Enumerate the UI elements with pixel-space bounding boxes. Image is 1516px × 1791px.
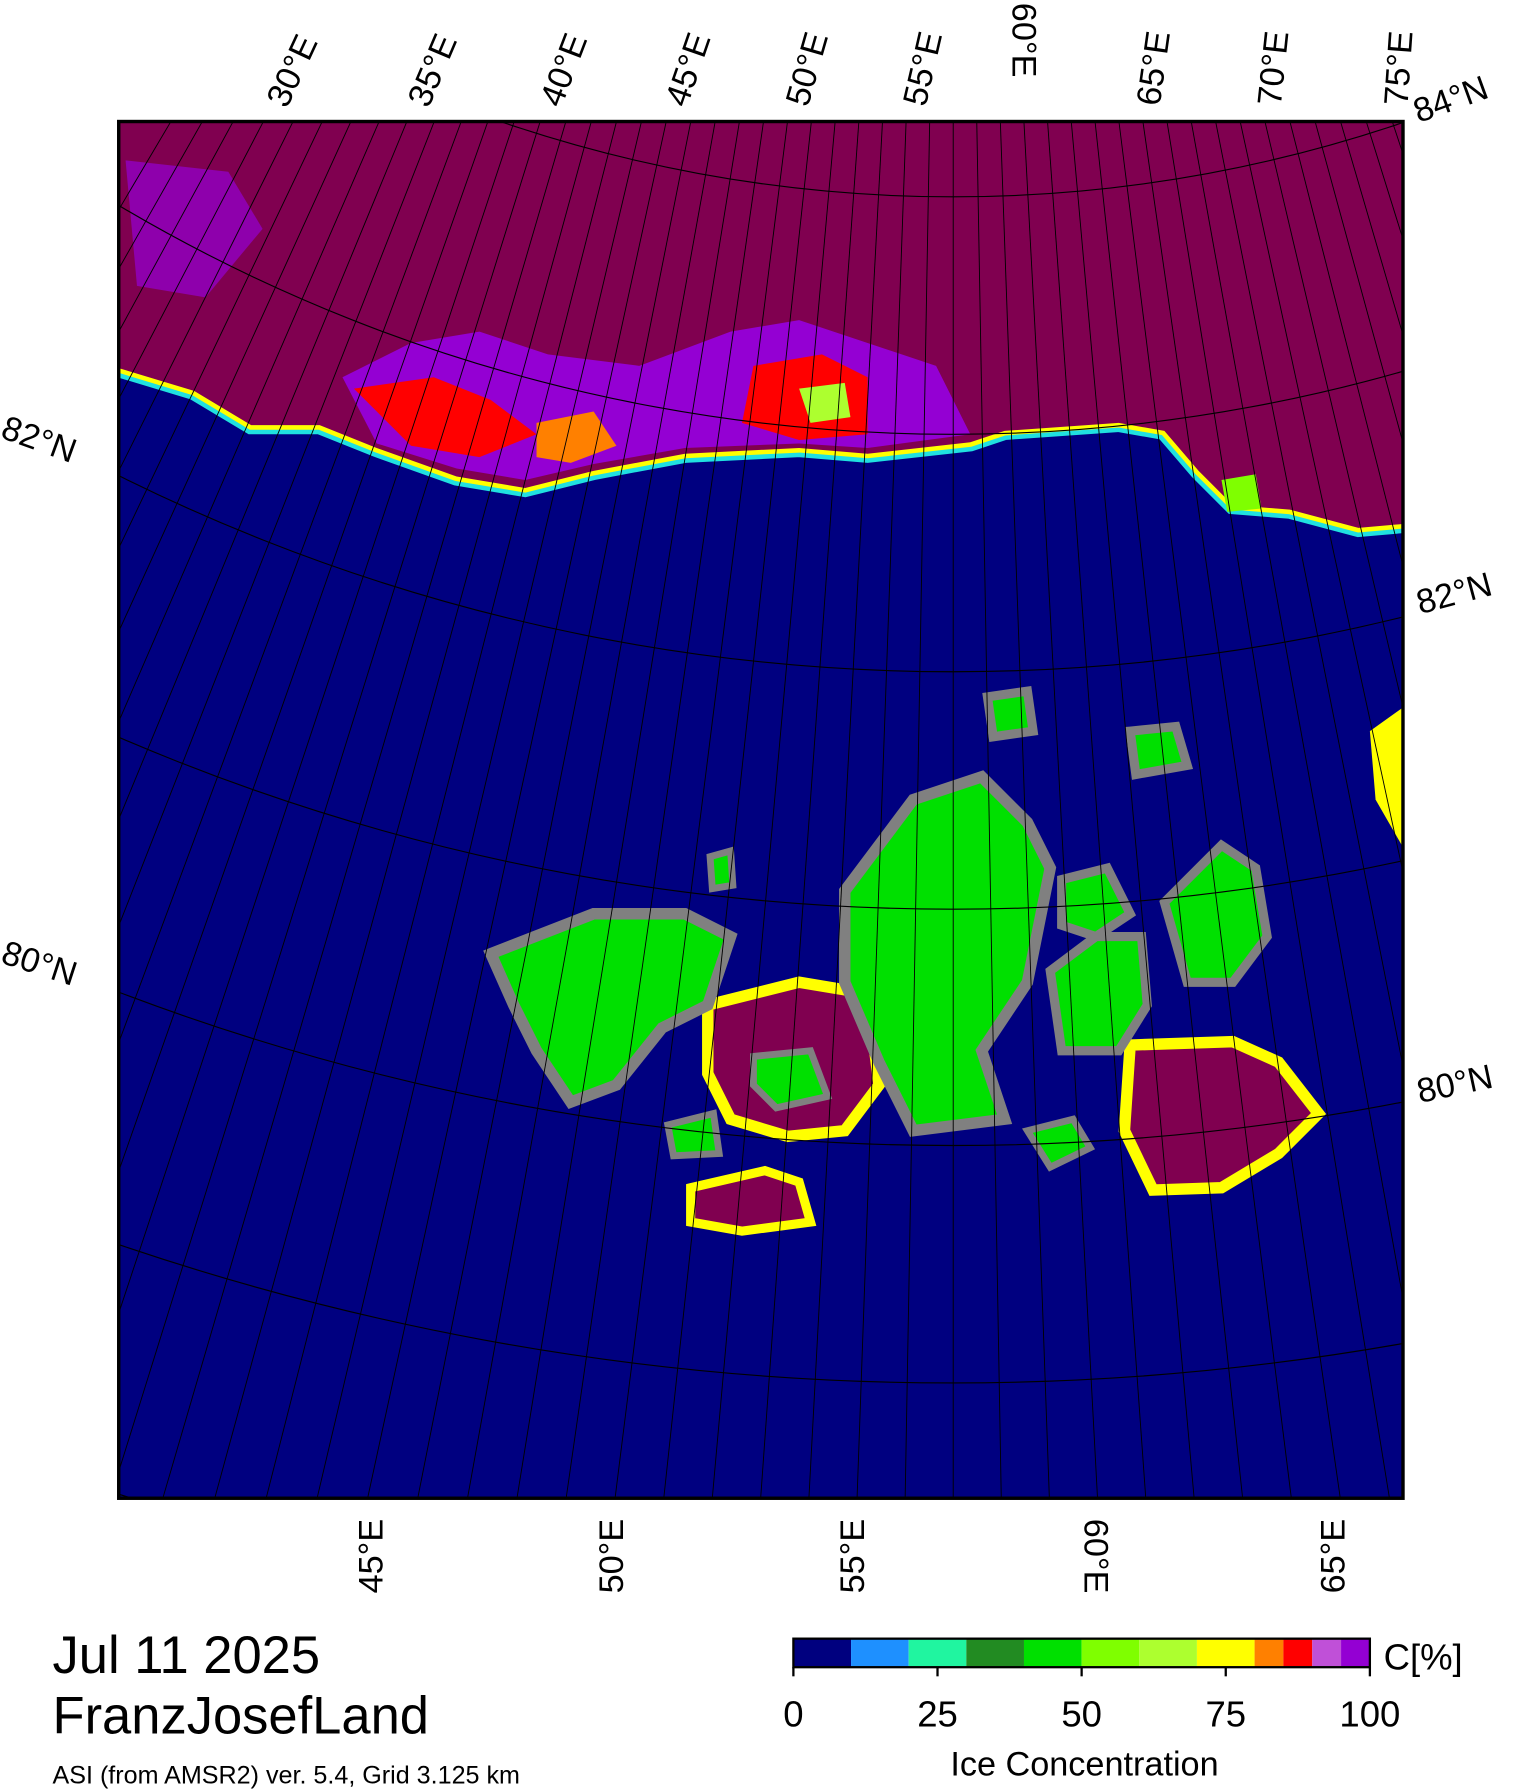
meridian xyxy=(316,121,642,1499)
colorbar-segment xyxy=(1023,1638,1082,1668)
meridian xyxy=(1289,121,1403,568)
axis-label: 45°E xyxy=(352,1519,390,1594)
colorbar-segment xyxy=(1283,1638,1313,1668)
meridian xyxy=(118,121,462,1044)
axis-label: 82°N xyxy=(0,409,81,471)
meridian xyxy=(565,121,764,1499)
axis-label: 35°E xyxy=(401,29,465,113)
axis-label: 82°N xyxy=(1412,566,1496,623)
meridian xyxy=(118,121,408,821)
meridian xyxy=(1215,121,1403,1069)
meridian xyxy=(1190,121,1403,1302)
date: Jul 11 2025 xyxy=(53,1626,321,1685)
meridian xyxy=(1264,121,1403,710)
axis-label: 75°E xyxy=(1378,30,1421,107)
meridian xyxy=(1142,121,1341,1499)
meridian xyxy=(1023,121,1098,1499)
meridian xyxy=(1047,121,1147,1499)
colorbar-tick-label: 0 xyxy=(783,1694,803,1735)
meridian xyxy=(516,121,740,1499)
meridian xyxy=(1118,121,1292,1499)
colorbar-label: Ice Concentration xyxy=(950,1746,1218,1784)
axis-label: 55°E xyxy=(834,1519,872,1594)
meridian xyxy=(1239,121,1403,875)
meridian xyxy=(118,121,515,1315)
axis-label: 30°E xyxy=(260,29,326,113)
colorbar-segment xyxy=(1139,1638,1197,1668)
source: ASI (from AMSR2) ver. 5.4, Grid 3.125 km xyxy=(53,1762,520,1790)
map-frame xyxy=(117,119,1405,1500)
meridian xyxy=(118,121,541,1474)
meridian xyxy=(904,121,931,1499)
colorbar-segment xyxy=(1196,1638,1255,1668)
meridian xyxy=(467,121,716,1499)
colorbar-segment xyxy=(1341,1638,1370,1668)
meridian xyxy=(162,121,567,1499)
meridian xyxy=(976,121,1002,1499)
meridian xyxy=(417,121,692,1499)
axis-label: 65°E xyxy=(1130,29,1178,108)
meridian xyxy=(118,121,380,723)
meridian xyxy=(1314,121,1403,445)
meridian xyxy=(118,121,294,472)
meridian xyxy=(614,121,788,1499)
meridian xyxy=(1340,121,1403,337)
axis-label: 80°N xyxy=(0,934,82,994)
axis-labels: 30°E 35°E 40°E 45°E 50°E 55°E 60°E 65°E 70°E 75°E… xyxy=(0,3,1496,1594)
colorbar-unit: C[%] xyxy=(1384,1636,1463,1677)
axis-label: 84°N xyxy=(1408,69,1493,131)
meridian xyxy=(118,121,323,550)
meridian xyxy=(265,121,617,1499)
meridian xyxy=(1094,121,1244,1499)
meridian xyxy=(856,121,907,1499)
colorbar-segment xyxy=(966,1638,1024,1668)
colorbar-segment xyxy=(1312,1638,1342,1668)
region: FranzJosefLand xyxy=(53,1686,429,1745)
axis-label: 45°E xyxy=(658,28,718,111)
colorbar: 0 25 50 75 100 C[%] Ice Concentration xyxy=(783,1636,1462,1783)
pack-ice xyxy=(118,121,1403,846)
colorbar-segment xyxy=(908,1638,967,1668)
axis-label: 60°E xyxy=(1005,3,1043,78)
meridian xyxy=(118,121,435,928)
parallel xyxy=(118,474,1403,672)
colorbar-tick-label: 25 xyxy=(917,1694,958,1735)
meridian xyxy=(118,121,489,1173)
meridian xyxy=(711,121,836,1499)
axis-label: 50°E xyxy=(593,1519,631,1594)
meridian xyxy=(1166,121,1390,1499)
meridian xyxy=(367,121,667,1499)
parallel xyxy=(499,121,1403,198)
meridian xyxy=(808,121,883,1499)
axis-label: 80°N xyxy=(1413,1058,1496,1111)
meridian xyxy=(663,121,812,1499)
axis-label: 40°E xyxy=(533,28,595,111)
meridian xyxy=(214,121,592,1499)
axis-label: 60°E xyxy=(1077,1519,1115,1594)
axis-label: 65°E xyxy=(1315,1519,1353,1594)
colorbar-tick-label: 50 xyxy=(1061,1694,1102,1735)
islands xyxy=(483,685,1327,1236)
meridian xyxy=(999,121,1050,1499)
colorbar-tick-label: 100 xyxy=(1339,1694,1400,1735)
colorbar-segment xyxy=(793,1638,852,1668)
meridian xyxy=(118,121,352,633)
meridian xyxy=(760,121,860,1499)
meridian xyxy=(1365,121,1403,241)
colorbar-tick-label: 75 xyxy=(1205,1694,1246,1735)
axis-label: 55°E xyxy=(896,28,950,109)
colorbar-segment xyxy=(1081,1638,1140,1668)
colorbar-segment xyxy=(851,1638,909,1668)
meridian xyxy=(1070,121,1195,1499)
axis-label: 50°E xyxy=(779,28,836,110)
axis-label: 70°E xyxy=(1251,29,1297,107)
colorbar-segment xyxy=(1254,1638,1284,1668)
parallel xyxy=(118,204,1403,435)
